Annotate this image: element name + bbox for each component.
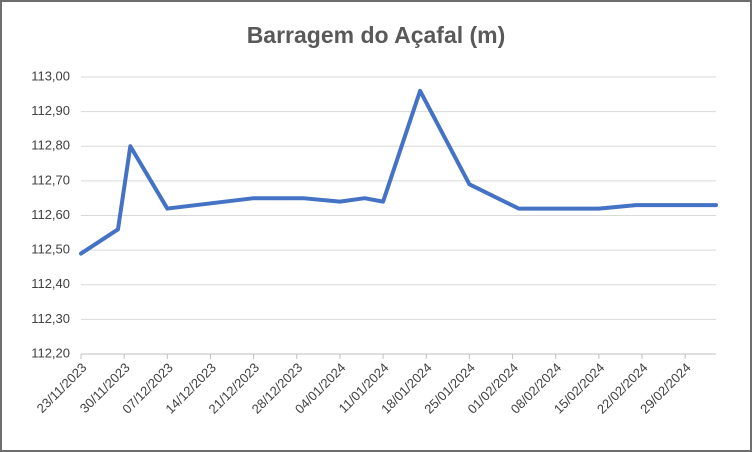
y-tick-label: 112,30 [31, 311, 70, 326]
chart-title: Barragem do Açafal (m) [247, 22, 506, 48]
y-tick-label: 112,50 [31, 242, 70, 257]
y-tick-label: 112,20 [31, 345, 70, 360]
y-tick-label: 112,80 [31, 138, 70, 153]
data-line [79, 88, 718, 256]
y-tick-label: 112,60 [31, 207, 70, 222]
y-tick-label: 113,00 [31, 68, 70, 83]
y-tick-label: 112,70 [31, 172, 70, 187]
y-tick-label: 112,40 [31, 276, 70, 291]
y-tick-label: 112,90 [31, 103, 70, 118]
